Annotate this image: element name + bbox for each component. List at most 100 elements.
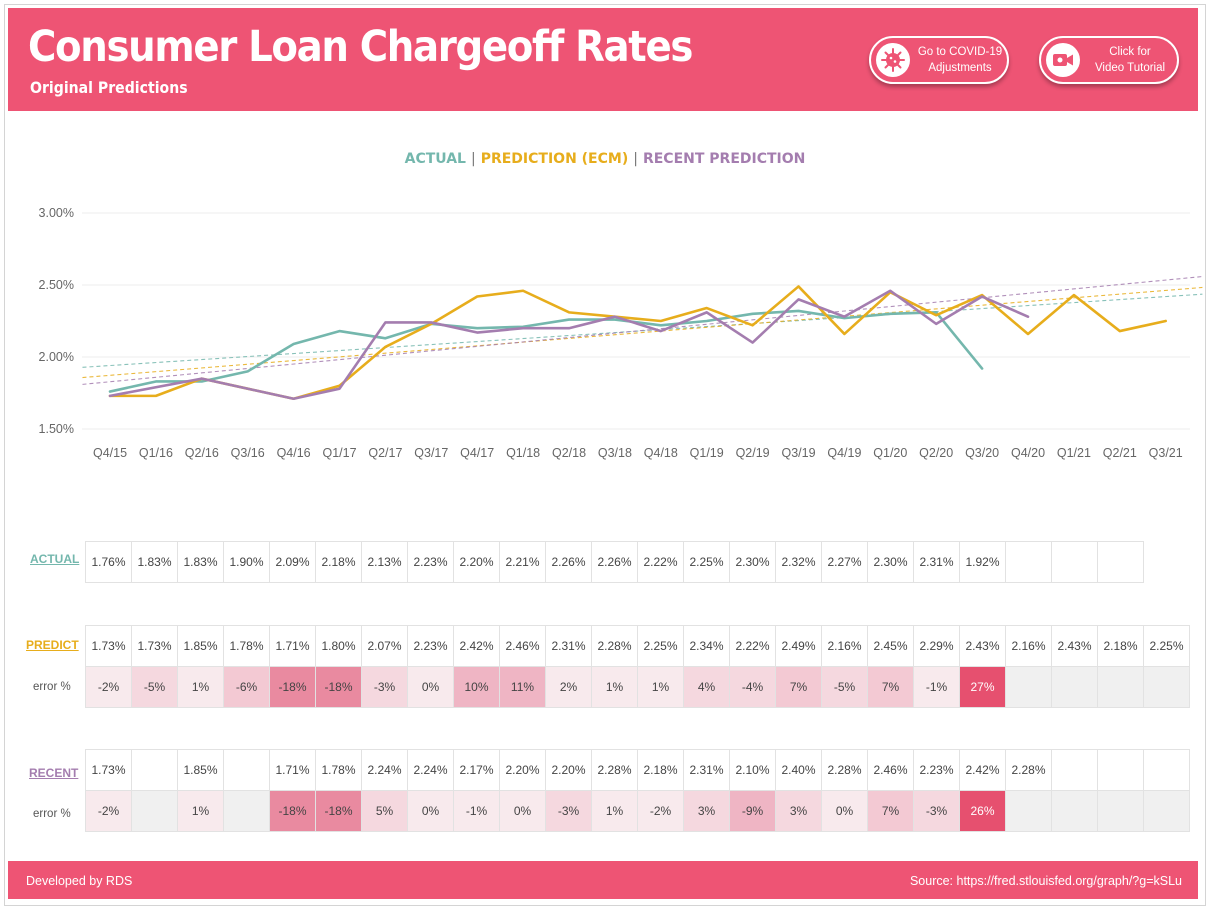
value-cell: 2.13% — [361, 541, 408, 583]
error-cell: 0% — [499, 790, 546, 832]
error-cell: 7% — [867, 790, 914, 832]
x-tick-label: Q1/18 — [506, 446, 540, 460]
actual-table: 1.76% 1.83% 1.83% 1.90% 2.09% 2.18% 2.13% 2.23%… — [85, 541, 1144, 583]
x-tick-label: Q1/19 — [690, 446, 724, 460]
trendline — [82, 275, 1203, 385]
value-cell: 2.30% — [867, 541, 914, 583]
video-button-label: Click for Video Tutorial — [1094, 46, 1166, 74]
value-cell: 2.29% — [913, 625, 960, 667]
trendline — [82, 286, 1203, 379]
recent-error-label: error % — [33, 808, 71, 820]
x-tick-label: Q4/20 — [1011, 446, 1045, 460]
value-cell: 2.46% — [867, 749, 914, 791]
error-cell: 27% — [959, 666, 1006, 708]
error-cell: -2% — [637, 790, 684, 832]
value-cell: 2.09% — [269, 541, 316, 583]
error-cell: 1% — [177, 790, 224, 832]
x-tick-label: Q2/17 — [368, 446, 402, 460]
error-cell — [1051, 666, 1098, 708]
video-camera-icon — [1046, 43, 1080, 77]
value-cell: 2.16% — [821, 625, 868, 667]
value-cell: 2.20% — [545, 749, 592, 791]
error-cell: -9% — [729, 790, 776, 832]
error-cell: -3% — [545, 790, 592, 832]
value-cell: 2.31% — [913, 541, 960, 583]
value-cell: 2.42% — [453, 625, 500, 667]
line-chart: 3.00% 2.50% 2.00% 1.50% Q4/15 Q1/16 Q2/16 Q3/16… — [39, 206, 1203, 460]
value-cell: 2.26% — [545, 541, 592, 583]
value-cell: 2.43% — [1051, 625, 1098, 667]
y-tick-label: 2.50% — [39, 278, 74, 292]
value-cell: 2.17% — [453, 749, 500, 791]
error-cell — [131, 790, 178, 832]
value-cell: 2.18% — [637, 749, 684, 791]
video-tutorial-button[interactable]: Click for Video Tutorial — [1039, 36, 1179, 84]
x-tick-label: Q3/18 — [598, 446, 632, 460]
x-tick-label: Q4/16 — [277, 446, 311, 460]
error-cell — [1143, 790, 1190, 832]
value-cell: 2.23% — [407, 625, 454, 667]
error-cell: -5% — [821, 666, 868, 708]
value-cell: 2.45% — [867, 625, 914, 667]
value-cell — [131, 749, 178, 791]
legend-actual: ACTUAL — [404, 151, 466, 167]
y-tick-label: 2.00% — [39, 350, 74, 364]
page-subtitle: Original Predictions — [30, 78, 188, 97]
page-title: Consumer Loan Chargeoff Rates — [28, 22, 693, 72]
value-cell: 2.24% — [407, 749, 454, 791]
x-tick-label: Q2/18 — [552, 446, 586, 460]
value-cell: 2.40% — [775, 749, 822, 791]
value-cell: 2.28% — [591, 749, 638, 791]
x-tick-label: Q4/18 — [644, 446, 678, 460]
value-cell: 2.42% — [959, 749, 1006, 791]
value-cell: 1.73% — [85, 625, 132, 667]
footer-source-link[interactable]: Source: https://fred.stlouisfed.org/grap… — [909, 874, 1182, 888]
error-cell — [1097, 790, 1144, 832]
value-cell: 1.83% — [131, 541, 178, 583]
error-cell — [223, 790, 270, 832]
value-cell: 2.25% — [683, 541, 730, 583]
x-tick-label: Q1/21 — [1057, 446, 1091, 460]
x-tick-label: Q2/19 — [736, 446, 770, 460]
value-cell: 2.49% — [775, 625, 822, 667]
predict-table: 1.73% 1.73% 1.85% 1.78% 1.71% 1.80% 2.07% 2.23%… — [85, 625, 1190, 708]
x-tick-label: Q4/19 — [827, 446, 861, 460]
error-cell: 10% — [453, 666, 500, 708]
value-cell: 2.24% — [361, 749, 408, 791]
value-cell: 2.28% — [591, 625, 638, 667]
value-cell: 2.23% — [913, 749, 960, 791]
value-cell: 1.92% — [959, 541, 1006, 583]
value-cell — [1097, 541, 1144, 583]
error-cell: 1% — [591, 790, 638, 832]
predict-error-label: error % — [33, 681, 71, 693]
value-cell: 1.85% — [177, 625, 224, 667]
value-cell: 2.21% — [499, 541, 546, 583]
value-cell: 2.28% — [821, 749, 868, 791]
recent-table: 1.73% 1.85% 1.71% 1.78% 2.24% 2.24% 2.17% 2.20%… — [85, 749, 1190, 832]
legend-separator: | — [470, 151, 476, 167]
error-cell: 7% — [867, 666, 914, 708]
error-cell: -1% — [913, 666, 960, 708]
value-cell: 2.20% — [499, 749, 546, 791]
covid-button-label: Go to COVID-19 Adjustments — [917, 46, 1003, 74]
error-cell — [1051, 790, 1098, 832]
error-cell: 26% — [959, 790, 1006, 832]
error-cell: -6% — [223, 666, 270, 708]
error-cell: -2% — [85, 666, 132, 708]
x-tick-label: Q2/16 — [185, 446, 219, 460]
legend-separator: | — [633, 151, 638, 167]
x-tick-label: Q3/19 — [781, 446, 815, 460]
value-cell: 2.31% — [545, 625, 592, 667]
value-cell: 2.27% — [821, 541, 868, 583]
error-cell — [1143, 666, 1190, 708]
x-tick-label: Q1/17 — [322, 446, 356, 460]
value-cell: 1.73% — [131, 625, 178, 667]
covid-adjustments-button[interactable]: Go to COVID-19 Adjustments — [869, 36, 1009, 84]
error-cell: -1% — [453, 790, 500, 832]
x-tick-label: Q3/16 — [231, 446, 265, 460]
value-cell — [1051, 749, 1098, 791]
x-tick-label: Q4/17 — [460, 446, 494, 460]
value-cell: 2.34% — [683, 625, 730, 667]
error-cell: 11% — [499, 666, 546, 708]
value-cell: 2.31% — [683, 749, 730, 791]
